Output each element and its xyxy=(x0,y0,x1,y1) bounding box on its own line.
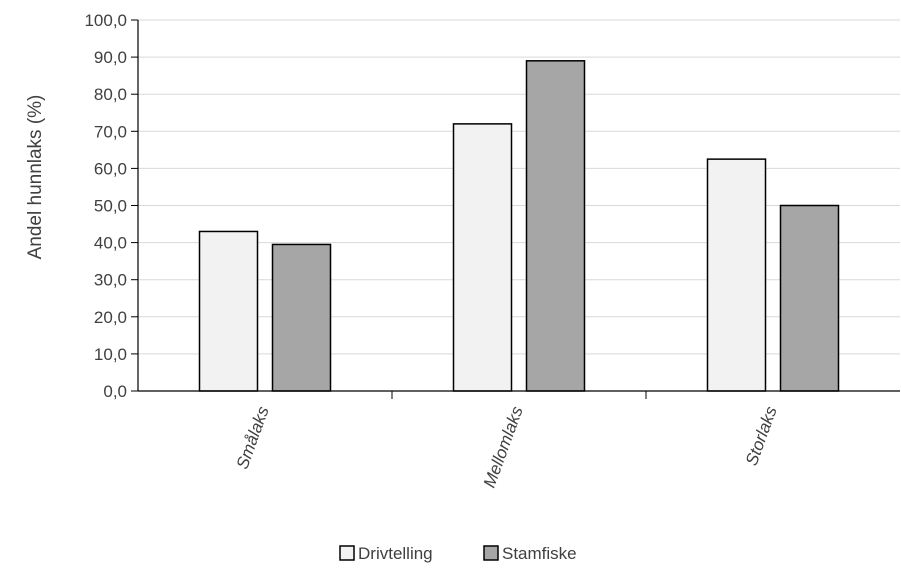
legend-label-drivtelling: Drivtelling xyxy=(358,544,433,563)
y-tick-label: 60,0 xyxy=(94,159,127,178)
y-tick-labels: 0,0 10,0 20,0 30,0 40,0 50,0 60,0 70,0 80,0 90,0 1… xyxy=(84,11,127,401)
y-tick-label: 30,0 xyxy=(94,271,127,290)
bar-stamfiske-2 xyxy=(779,204,840,392)
bar-drivtelling-1 xyxy=(452,123,513,392)
legend-label-stamfiske: Stamfiske xyxy=(502,544,577,563)
bar-drivtelling-2 xyxy=(706,158,767,392)
bar-stamfiske-1 xyxy=(525,60,586,392)
y-tick-label: 90,0 xyxy=(94,48,127,67)
gridlines xyxy=(138,19,900,355)
y-tick-label: 20,0 xyxy=(94,308,127,327)
bar-drivtelling-0 xyxy=(198,230,259,392)
y-tick-label: 70,0 xyxy=(94,122,127,141)
axes xyxy=(131,19,900,399)
legend: Drivtelling Stamfiske xyxy=(339,544,577,563)
legend-swatch-drivtelling xyxy=(339,545,355,561)
y-tick-label: 0,0 xyxy=(103,382,127,401)
x-tick-labels: Smålaks Mellomlaks Storlaks xyxy=(233,403,781,490)
legend-swatch-stamfiske xyxy=(483,545,499,561)
y-tick-label: 100,0 xyxy=(84,11,127,30)
x-tick-label: Storlaks xyxy=(742,403,781,468)
bar-stamfiske-0 xyxy=(271,243,332,392)
x-tick-label: Mellomlaks xyxy=(480,403,527,490)
y-tick-label: 40,0 xyxy=(94,234,127,253)
y-axis-label: Andel hunnlaks (%) xyxy=(25,95,46,260)
y-tick-label: 50,0 xyxy=(94,197,127,216)
y-tick-label: 10,0 xyxy=(94,345,127,364)
x-tick-label: Smålaks xyxy=(233,403,273,471)
y-tick-label: 80,0 xyxy=(94,85,127,104)
bars xyxy=(198,60,840,392)
